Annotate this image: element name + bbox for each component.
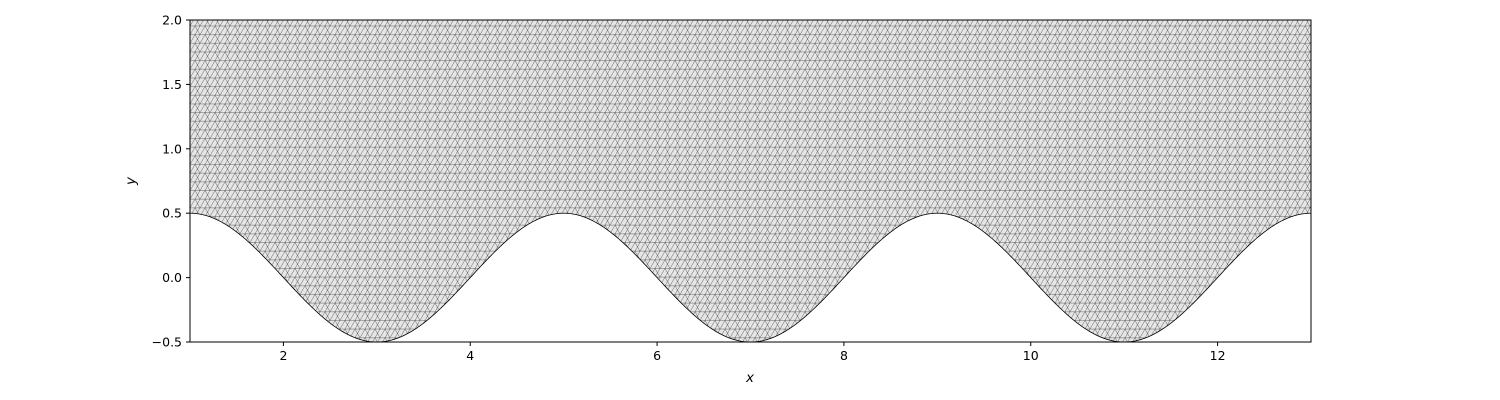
y-axis-ticks: −0.5 0.0 0.5 1.0 1.5 2.0	[152, 13, 190, 350]
x-tick-label: 4	[466, 348, 474, 363]
x-tick-label: 6	[653, 348, 661, 363]
y-tick-label: 1.5	[162, 77, 182, 92]
x-tick-label: 12	[1210, 348, 1226, 363]
y-axis-label: y	[123, 176, 139, 186]
plot-area	[189, 19, 1312, 343]
y-tick-label: 0.5	[162, 206, 182, 221]
plot-frame	[189, 19, 1312, 343]
x-tick-label: 10	[1023, 348, 1039, 363]
x-tick-label: 2	[279, 348, 287, 363]
mesh-region	[190, 20, 1311, 342]
y-tick-label: 1.0	[162, 141, 182, 156]
y-tick-label: 0.0	[162, 270, 182, 285]
y-tick-label: 2.0	[162, 13, 182, 28]
x-tick-label: 8	[840, 348, 848, 363]
x-axis-ticks: 2 4 6 8 10 12	[279, 342, 1226, 363]
y-tick-label: −0.5	[152, 335, 182, 350]
x-axis-label: x	[745, 370, 755, 386]
